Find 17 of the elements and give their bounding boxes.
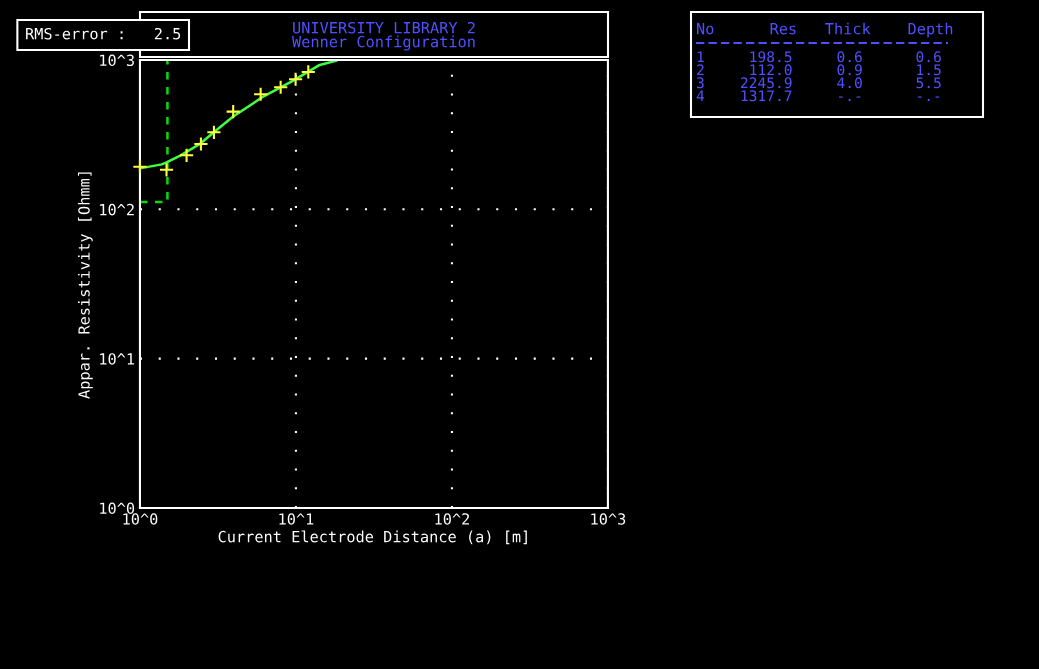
text: No Res Thick Depth — [697, 22, 953, 38]
text: 3 2245.9 4.0 5.5 — [696, 77, 941, 89]
text: RMS-error : 2.5 — [26, 27, 181, 40]
y-tick-label: 10^2 — [100, 203, 134, 216]
x-tick-label: 10^1 — [279, 513, 314, 525]
y-axis-title: Appar. Resistivity [Ohmm] — [77, 172, 93, 399]
y-tick-label: 10^1 — [100, 353, 135, 365]
chart-title: UNIVERSITY LIBRARY 2 — [293, 21, 475, 34]
text: 4 1317.7 -.- -.- — [696, 90, 940, 102]
x-tick-label: 10^3 — [591, 513, 626, 525]
x-tick-label: 10^0 — [123, 513, 158, 525]
text: 2 112.0 0.9 1.5 — [697, 64, 941, 76]
x-axis-title: Current Electrode Distance (a) [m] — [218, 530, 527, 545]
text: 1 198.5 0.6 0.6 — [697, 51, 941, 63]
y-tick-label: 10^3 — [100, 54, 134, 67]
chart-subtitle: Wenner Configuration — [292, 35, 475, 51]
x-tick-label: 10^2 — [435, 513, 470, 525]
